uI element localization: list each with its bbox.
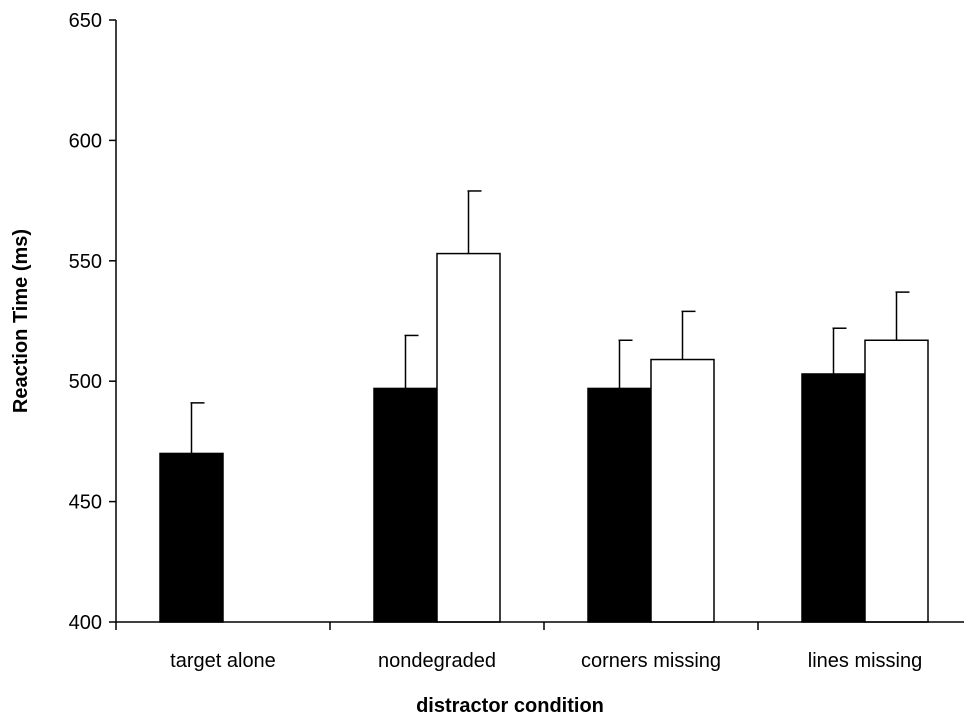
bars-layer xyxy=(159,252,929,623)
bar xyxy=(436,252,501,623)
bar xyxy=(801,373,866,623)
y-tick-label: 500 xyxy=(69,371,102,393)
x-tick-label: corners missing xyxy=(581,650,721,672)
y-axis-title: Reaction Time (ms) xyxy=(10,229,32,413)
x-axis-title: distractor condition xyxy=(416,695,604,717)
y-tick-label: 450 xyxy=(69,492,102,514)
y-tick-label: 550 xyxy=(69,251,102,273)
bar xyxy=(587,387,652,623)
bar xyxy=(373,387,438,623)
y-tick-label: 600 xyxy=(69,130,102,152)
y-ticks: 400 450 500 550 600 650 xyxy=(69,10,116,634)
axes-layer xyxy=(115,20,964,623)
bar xyxy=(650,358,715,623)
y-tick-label: 400 xyxy=(69,612,102,634)
x-tick-label: target alone xyxy=(170,650,276,672)
bar xyxy=(864,339,929,623)
y-tick-label: 650 xyxy=(69,10,102,32)
x-tick-label: nondegraded xyxy=(378,650,496,672)
x-ticks: target alone nondegraded corners missing li… xyxy=(115,622,922,672)
bar xyxy=(159,452,224,623)
x-tick-label: lines missing xyxy=(808,650,922,672)
error-bars-layer xyxy=(190,190,910,454)
